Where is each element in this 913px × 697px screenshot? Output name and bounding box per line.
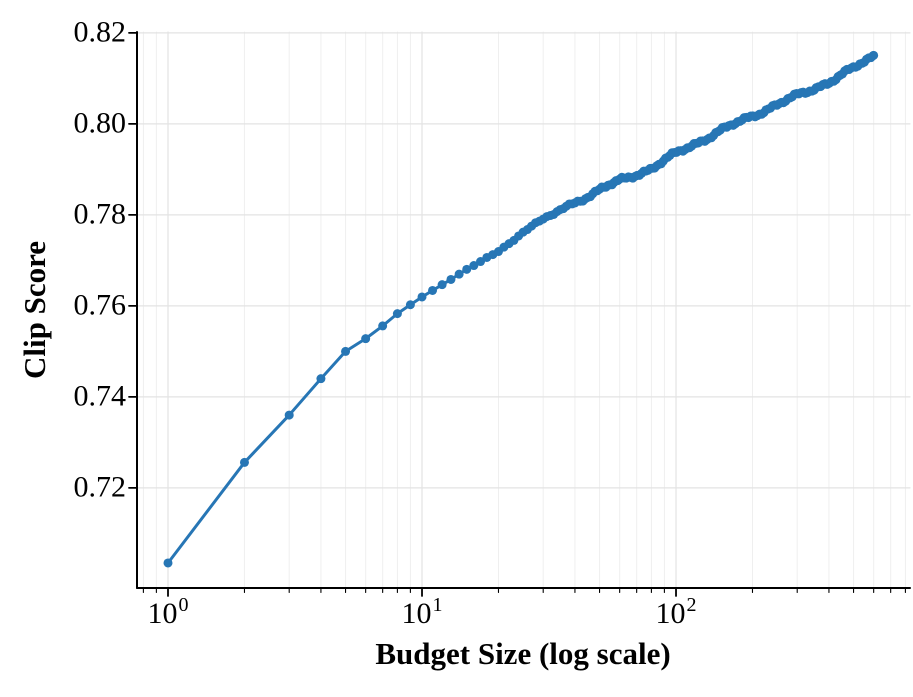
x-tick-label: 100 [147, 594, 189, 630]
y-tick-label: 0.80 [73, 106, 127, 140]
x-axis-label: Budget Size (log scale) [375, 636, 671, 671]
y-tick-label: 0.78 [73, 197, 127, 231]
y-tick-label: 0.82 [73, 15, 127, 49]
x-tick-label: 101 [401, 594, 443, 630]
x-tick-label: 102 [655, 594, 697, 630]
y-tick-label: 0.74 [73, 379, 127, 413]
y-tick-label: 0.76 [73, 288, 127, 322]
y-axis-label: Clip Score [17, 240, 52, 380]
y-tick-label: 0.72 [73, 470, 127, 504]
